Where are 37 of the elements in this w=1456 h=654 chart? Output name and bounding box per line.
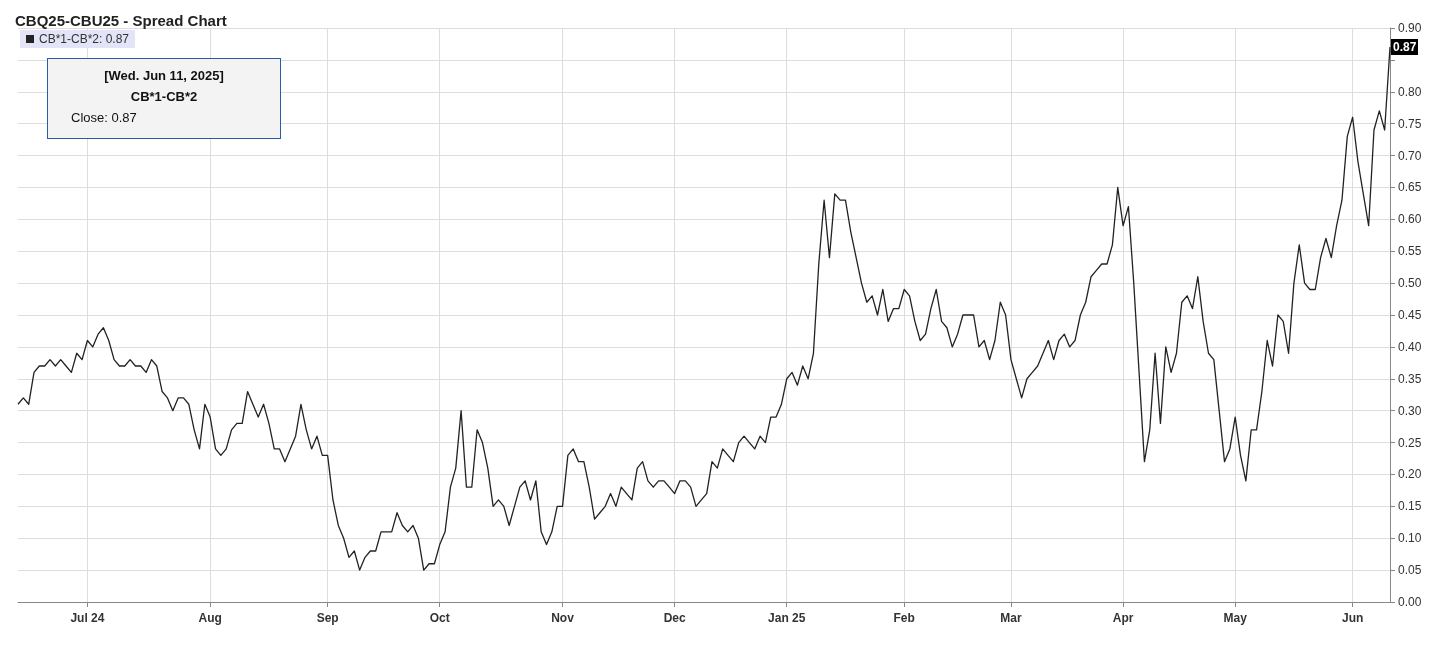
y-tick-label: 0.90	[1398, 21, 1422, 35]
y-tick-label: 0.25	[1398, 435, 1422, 450]
annotation: Close: 0.87	[70, 109, 138, 127]
y-tick-label: 0.15	[1398, 499, 1422, 514]
y-tick-label: 0.75	[1398, 116, 1422, 131]
x-tick-label: May	[1223, 611, 1248, 625]
x-tick-label: Jul 24	[70, 611, 105, 625]
y-tick-label: 0.70	[1398, 148, 1422, 163]
x-tick-label: Apr	[1112, 611, 1134, 625]
x-tick-label: Jan 25	[768, 611, 806, 625]
tooltip-box: [Wed. Jun 11, 2025] CB*1-CB*2 Close: 0.87	[47, 58, 281, 139]
x-tick-label: Aug	[198, 611, 222, 625]
y-tick-label: 0.40	[1398, 339, 1422, 354]
x-tick-label: Sep	[316, 611, 339, 625]
y-tick-label: 0.60	[1398, 212, 1422, 227]
y-tick-label: 0.45	[1398, 308, 1422, 322]
y-tick-label: 0.65	[1398, 180, 1422, 195]
x-tick-label: Dec	[663, 611, 686, 625]
y-tick-label: 0.10	[1398, 531, 1422, 546]
annotation: 0.87	[1391, 39, 1419, 56]
x-tick-label: Feb	[893, 611, 915, 625]
y-tick-label: 0.55	[1398, 244, 1422, 259]
y-tick-label: 0.50	[1398, 276, 1422, 291]
annotation: [Wed. Jun 11, 2025]	[103, 67, 225, 85]
y-tick-label: 0.35	[1398, 371, 1422, 386]
annotation: CB*1-CB*2	[129, 88, 199, 106]
y-tick-label: 0.05	[1398, 563, 1422, 578]
y-tick-label: 0.30	[1398, 403, 1422, 418]
x-tick-label: Oct	[429, 611, 450, 625]
y-tick-label: 0.20	[1398, 467, 1422, 482]
x-tick-label: Mar	[1000, 611, 1022, 625]
legend-label: CB*1-CB*2: 0.87	[39, 32, 130, 46]
y-tick-label: 0.80	[1398, 84, 1422, 99]
chart-title: CBQ25-CBU25 - Spread Chart	[15, 12, 227, 29]
y-tick-label: 0.00	[1398, 595, 1422, 609]
x-tick-label: Jun	[1341, 611, 1364, 625]
x-tick-label: Nov	[551, 611, 575, 625]
